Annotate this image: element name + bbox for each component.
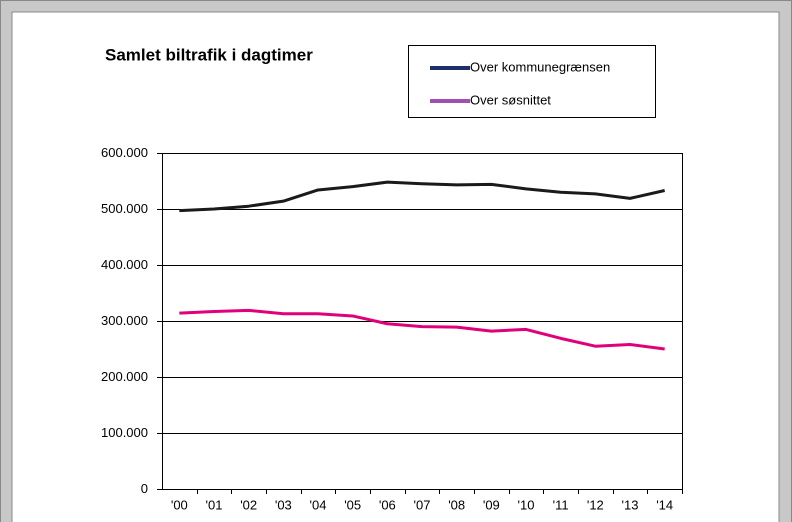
x-tick-label: '11 — [553, 497, 569, 512]
x-tick-label: '00 — [171, 497, 188, 512]
series-line — [179, 308, 665, 351]
x-tick-label: '14 — [656, 497, 673, 512]
x-tick-label: '02 — [240, 497, 257, 512]
chart-title: Samlet biltrafik i dagtimer — [105, 45, 313, 64]
x-tick-label: '06 — [379, 497, 396, 512]
legend — [408, 45, 656, 118]
x-tick-label: '08 — [448, 497, 465, 512]
x-tick-label: '10 — [518, 497, 535, 512]
x-tick-label: '01 — [206, 497, 223, 512]
series-line — [179, 180, 665, 213]
x-tick-label: '09 — [483, 497, 500, 512]
x-tick-label: '03 — [275, 497, 292, 512]
y-tick-label: 400.000 — [101, 257, 148, 272]
x-tick-label: '12 — [587, 497, 604, 512]
y-tick-label: 300.000 — [101, 313, 148, 328]
x-tick-label: '13 — [622, 497, 639, 512]
y-tick-label: 600.000 — [101, 145, 148, 160]
y-tick-label: 200.000 — [101, 369, 148, 384]
y-tick-label: 0 — [141, 481, 148, 496]
legend-label: Over kommunegrænsen — [470, 59, 610, 74]
y-tick-label: 100.000 — [101, 425, 148, 440]
x-tick-label: '07 — [414, 497, 431, 512]
x-tick-label: '04 — [310, 497, 327, 512]
legend-label: Over søsnittet — [470, 92, 551, 107]
y-tick-label: 500.000 — [101, 201, 148, 216]
x-tick-label: '05 — [344, 497, 361, 512]
